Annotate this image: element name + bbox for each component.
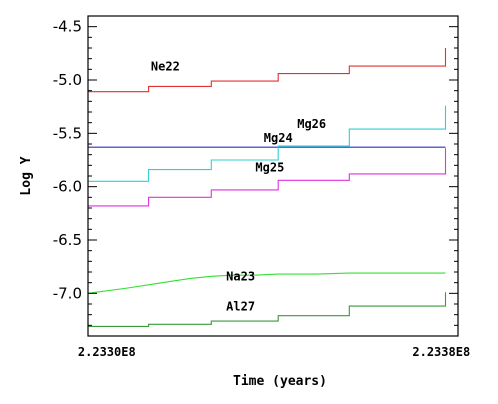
series-label-al27: Al27 [226, 299, 255, 313]
series-line-na23 [87, 272, 446, 294]
y-tick-label: -4.5 [53, 18, 82, 36]
axes-layer: -7.0 -6.5 -6.0 -5.5 -5.0 -4.5 2.2330E8 2.2338E8 [53, 15, 470, 359]
y-tick-label: -7.0 [53, 284, 82, 302]
series-line-mg25 [88, 148, 447, 207]
x-axis-title: Time (years) [233, 374, 327, 389]
series-line-ne22 [88, 48, 447, 93]
series-label-mg25: Mg25 [255, 161, 284, 175]
series-label-na23: Na23 [226, 270, 255, 284]
series-label-mg26: Mg26 [297, 117, 326, 131]
y-tick-label: -6.5 [53, 231, 82, 249]
series-line-al27 [88, 292, 447, 327]
y-axis-title: Log Y [19, 156, 34, 195]
y-tick-label: -6.0 [53, 178, 82, 196]
plot-frame [87, 15, 459, 337]
y-tick-label: -5.0 [53, 71, 82, 89]
y-tick-label: -5.5 [53, 124, 82, 142]
series-line-mg26 [88, 105, 447, 182]
x-tick-label: 2.2330E8 [78, 345, 136, 359]
series-label-mg24: Mg24 [264, 131, 293, 145]
series-layer: Ne22 Mg24 Mg26 Mg25 Na23 Al27 [87, 48, 447, 327]
series-label-ne22: Ne22 [151, 59, 180, 73]
x-tick-label: 2.2338E8 [412, 345, 470, 359]
